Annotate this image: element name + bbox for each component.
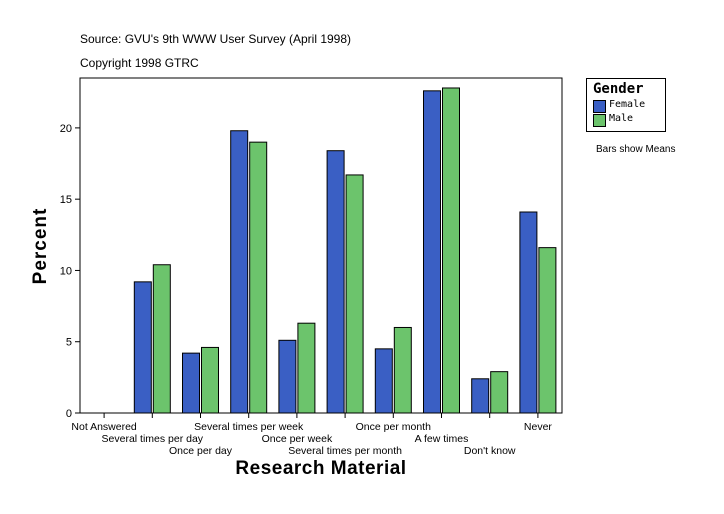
y-tick-label: 5 [66, 337, 72, 349]
bar-female [182, 352, 200, 414]
legend-title: Gender [593, 81, 644, 97]
copyright-caption: Copyright 1998 GTRC [80, 56, 199, 70]
x-tick-label: Several times per week [194, 421, 304, 433]
bar-male [490, 371, 509, 414]
bar-male [249, 141, 268, 414]
y-tick-label: 15 [60, 194, 72, 206]
plot-area [79, 77, 563, 414]
x-tick-label: A few times [415, 433, 469, 445]
bar-male [442, 87, 460, 414]
bar-female [423, 90, 441, 414]
legend-swatch-male [593, 114, 606, 127]
x-tick-label: Not Answered [71, 421, 137, 433]
x-tick-label: Several times per month [288, 445, 402, 457]
source-caption: Source: GVU's 9th WWW User Survey (April… [80, 32, 352, 46]
bar-female [133, 281, 152, 414]
legend: Gender Female Male [586, 78, 666, 132]
bar-female [374, 348, 393, 414]
x-tick-label: Several times per day [102, 433, 204, 445]
x-tick-label: Never [524, 421, 553, 433]
bar-female [278, 339, 297, 414]
bar-male [201, 346, 219, 414]
y-axis-label: Percent [30, 208, 51, 285]
legend-swatch-female [593, 100, 606, 113]
bars-note: Bars show Means [596, 144, 676, 155]
legend-label-female: Female [609, 99, 646, 110]
y-tick-label: 10 [60, 265, 72, 277]
bar-male [152, 264, 171, 414]
bar-male [538, 247, 557, 414]
x-tick-label: Once per month [356, 421, 431, 433]
bar-female [471, 378, 490, 414]
bar-male [345, 174, 364, 414]
y-tick-label: 0 [66, 408, 72, 420]
bar-female [326, 150, 345, 414]
x-tick-label: Don't know [464, 445, 516, 457]
x-tick-label: Once per week [262, 433, 333, 445]
bar-female [519, 211, 538, 414]
bar-female [230, 130, 249, 414]
y-tick-label: 20 [60, 123, 72, 135]
bar-male [393, 326, 412, 414]
x-axis-label: Research Material [235, 458, 406, 479]
bar-male [297, 322, 316, 414]
legend-label-male: Male [609, 113, 634, 124]
x-tick-label: Once per day [169, 445, 233, 457]
